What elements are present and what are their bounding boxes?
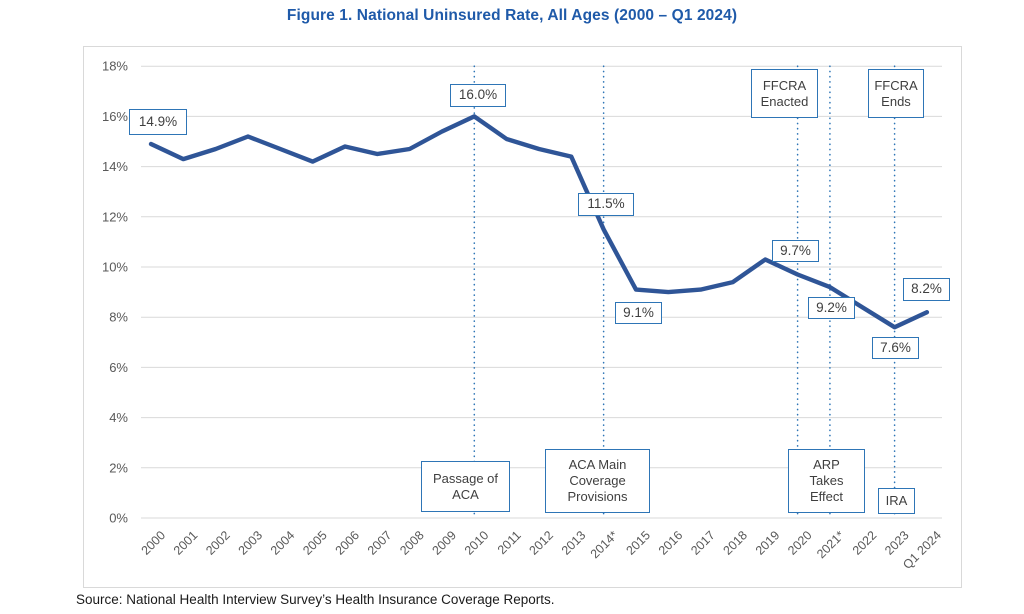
x-axis-tick-label: 2011	[495, 528, 524, 557]
y-axis-tick-label: 14%	[102, 159, 128, 174]
x-axis-tick-label: 2005	[300, 528, 330, 558]
x-axis-tick-label: 2019	[753, 528, 783, 558]
data-label-2023: 7.6%	[872, 337, 919, 359]
x-axis-tick-label: 2003	[236, 528, 266, 558]
data-label-2000: 14.9%	[129, 109, 187, 135]
y-axis-tick-label: 18%	[102, 59, 128, 74]
y-axis-tick-label: 0%	[109, 511, 128, 526]
x-axis-tick-label: 2015	[624, 528, 654, 558]
y-axis-tick-label: 12%	[102, 209, 128, 224]
y-axis-tick-label: 8%	[109, 310, 128, 325]
x-axis-tick-label: 2016	[656, 528, 686, 558]
event-box-passage-of-aca: Passage of ACA	[421, 461, 510, 512]
x-axis-tick-label: 2007	[365, 528, 395, 558]
event-box-aca-main-coverage: ACA Main Coverage Provisions	[545, 449, 650, 513]
data-label-2015: 9.1%	[615, 302, 662, 324]
x-axis-tick-label: 2013	[559, 528, 589, 558]
data-label-2014: 11.5%	[578, 193, 634, 216]
x-axis-tick-label: 2020	[785, 528, 815, 558]
uninsured-rate-series-line	[148, 114, 930, 330]
x-axis-tick-label: 2009	[430, 528, 460, 558]
data-label-2020: 9.7%	[772, 240, 819, 262]
data-label-2021: 9.2%	[808, 297, 855, 319]
x-axis-tick-label: 2017	[688, 528, 718, 558]
data-label-q1-2024: 8.2%	[903, 278, 950, 301]
x-axis-tick-label: 2023	[882, 528, 912, 558]
figure-title: Figure 1. National Uninsured Rate, All A…	[286, 7, 738, 24]
x-axis-tick-label: 2018	[720, 528, 750, 558]
y-axis-tick-label: 6%	[109, 360, 128, 375]
uninsured-rate-line-chart: 18% 16% 14% 12% 10% 8% 6% 4% 2% 0% 2000 2001 2002 200…	[83, 46, 962, 588]
x-axis-tick-label: 2022	[850, 528, 880, 558]
x-axis-tick-label: 2001	[171, 528, 201, 558]
x-axis-tick-label: 2014*	[588, 528, 621, 561]
x-axis-tick-label: 2000	[139, 528, 169, 558]
data-label-2010: 16.0%	[450, 84, 506, 107]
event-box-ira: IRA	[878, 488, 915, 514]
source-citation: Source: National Health Interview Survey…	[76, 592, 555, 607]
x-axis-tick-label: 2008	[397, 528, 427, 558]
y-axis-tick-label: 10%	[102, 260, 128, 275]
x-axis-tick-label: 2010	[462, 528, 492, 558]
line-chart-plot-area: 18%16%14%12%10%8%6%4%2%0%2000 2001 2002 200…	[102, 59, 944, 572]
event-box-arp-takes-effect: ARP Takes Effect	[788, 449, 865, 513]
x-axis-tick-label: 2012	[527, 528, 557, 558]
event-box-ffcra-ends: FFCRA Ends	[868, 69, 924, 118]
x-axis-tick-label: 2004	[268, 528, 298, 558]
y-axis-tick-label: 16%	[102, 109, 128, 124]
x-axis-tick-label: 2021*	[814, 528, 847, 561]
event-box-ffcra-enacted: FFCRA Enacted	[751, 69, 818, 118]
y-axis-tick-label: 2%	[109, 460, 128, 475]
x-axis-tick-label: 2006	[333, 528, 363, 558]
x-axis-tick-label: 2002	[203, 528, 233, 558]
y-axis-tick-label: 4%	[109, 410, 128, 425]
